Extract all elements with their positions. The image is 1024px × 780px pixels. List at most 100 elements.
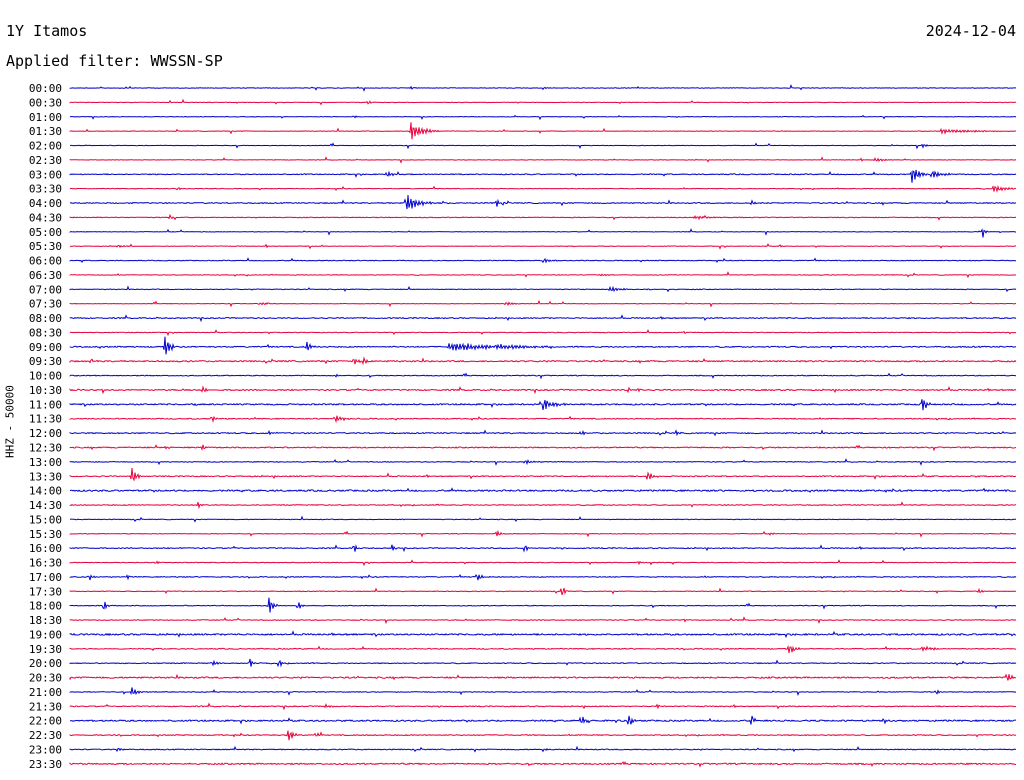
trace-1800 [69, 597, 1017, 613]
hour-tick-label: 23:00 [29, 743, 62, 756]
hour-tick-label: 10:00 [29, 370, 62, 383]
trace-1730 [69, 587, 1016, 596]
hour-tick-label: 03:00 [29, 168, 62, 181]
trace-0600 [69, 257, 1017, 264]
hour-tick-label: 18:30 [29, 614, 62, 627]
hour-tick-label: 17:30 [29, 585, 62, 598]
trace-2330 [69, 761, 1017, 768]
trace-1700 [69, 573, 1017, 581]
hour-tick-label: 12:30 [29, 442, 62, 455]
trace-0400 [69, 195, 1017, 210]
trace-1000 [69, 372, 1017, 380]
trace-0900 [69, 336, 1017, 355]
trace-0030 [69, 98, 1016, 106]
trace-1630 [69, 559, 1017, 567]
hour-tick-label: 22:30 [29, 729, 62, 742]
trace-0730 [69, 299, 1017, 308]
trace-2000 [69, 658, 1017, 668]
station-title: 1Y Itamos [6, 22, 88, 40]
hour-tick-label: 14:30 [29, 499, 62, 512]
hour-tick-label: 21:00 [29, 686, 62, 699]
trace-0000 [69, 84, 1017, 92]
hour-tick-label: 01:30 [29, 125, 62, 138]
trace-0830 [69, 329, 1017, 337]
hour-tick-label: 10:30 [29, 384, 62, 397]
trace-1230 [69, 444, 1017, 452]
trace-0300 [69, 169, 1017, 183]
hour-tick-label: 07:00 [29, 283, 62, 296]
hour-tick-label: 15:00 [29, 513, 62, 526]
trace-2300 [69, 745, 1017, 753]
hour-tick-label: 04:00 [29, 197, 62, 210]
hour-tick-label: 13:00 [29, 456, 62, 469]
hour-tick-label: 03:30 [29, 183, 62, 196]
hour-tick-label: 17:00 [29, 571, 62, 584]
trace-1930 [69, 645, 1017, 654]
hour-tick-label: 06:30 [29, 269, 62, 282]
trace-0700 [69, 285, 1017, 293]
trace-1130 [69, 415, 1017, 424]
trace-2200 [69, 715, 1016, 725]
hour-tick-label: 12:00 [29, 427, 62, 440]
trace-2100 [69, 687, 1017, 697]
hour-tick-label: 22:00 [29, 715, 62, 728]
filter-label: Applied filter: WWSSN-SP [6, 52, 223, 70]
hour-tick-label: 18:00 [29, 600, 62, 613]
trace-2130 [69, 702, 1017, 711]
hour-tick-label: 08:30 [29, 326, 62, 339]
trace-1830 [69, 616, 1017, 625]
trace-0130 [69, 122, 1017, 140]
hour-tick-label: 08:00 [29, 312, 62, 325]
hour-tick-label: 00:00 [29, 82, 62, 95]
hour-tick-label: 20:30 [29, 672, 62, 685]
trace-1330 [69, 468, 1017, 482]
trace-1100 [69, 399, 1017, 411]
trace-1030 [69, 385, 1017, 395]
trace-0100 [69, 114, 1017, 121]
hour-tick-label: 06:00 [29, 255, 62, 268]
hour-tick-label: 14:00 [29, 485, 62, 498]
hour-tick-label: 19:00 [29, 628, 62, 641]
hour-tick-label: 09:30 [29, 355, 62, 368]
hour-tick-label: 09:00 [29, 341, 62, 354]
hour-tick-label: 23:30 [29, 758, 62, 771]
trace-0500 [69, 228, 1016, 238]
hour-tick-label: 13:30 [29, 470, 62, 483]
hour-tick-label: 11:00 [29, 398, 62, 411]
trace-0200 [69, 142, 1017, 150]
trace-1430 [69, 501, 1017, 510]
trace-0530 [70, 243, 1017, 250]
hour-tick-label: 20:00 [29, 657, 62, 670]
hour-tick-label: 07:30 [29, 298, 62, 311]
date-label: 2024-12-04 [925, 22, 1016, 40]
trace-0430 [69, 213, 1017, 221]
trace-1500 [69, 515, 1017, 523]
hour-tick-label: 04:30 [29, 211, 62, 224]
trace-1200 [69, 429, 1017, 437]
hour-tick-label: 15:30 [29, 528, 62, 541]
trace-1300 [69, 458, 1017, 466]
hour-tick-label: 11:30 [29, 413, 62, 426]
hour-tick-label: 19:30 [29, 643, 62, 656]
trace-2030 [69, 673, 1017, 681]
trace-0930 [69, 356, 1017, 366]
hour-tick-label: 02:30 [29, 154, 62, 167]
hour-tick-label: 02:00 [29, 140, 62, 153]
trace-1600 [69, 544, 1017, 553]
trace-0630 [69, 271, 1016, 279]
trace-0800 [69, 314, 1017, 323]
hour-tick-label: 05:00 [29, 226, 62, 239]
hour-tick-label: 21:30 [29, 700, 62, 713]
trace-0330 [69, 184, 1017, 194]
trace-1530 [69, 529, 1017, 538]
hour-tick-label: 00:30 [29, 96, 62, 109]
hour-tick-label: 05:30 [29, 240, 62, 253]
trace-1400 [69, 487, 1017, 494]
trace-2230 [69, 730, 1017, 741]
hour-tick-label: 16:00 [29, 542, 62, 555]
trace-1900 [69, 630, 1017, 639]
hour-tick-label: 16:30 [29, 557, 62, 570]
trace-0230 [69, 156, 1017, 164]
hour-tick-label: 01:00 [29, 111, 62, 124]
